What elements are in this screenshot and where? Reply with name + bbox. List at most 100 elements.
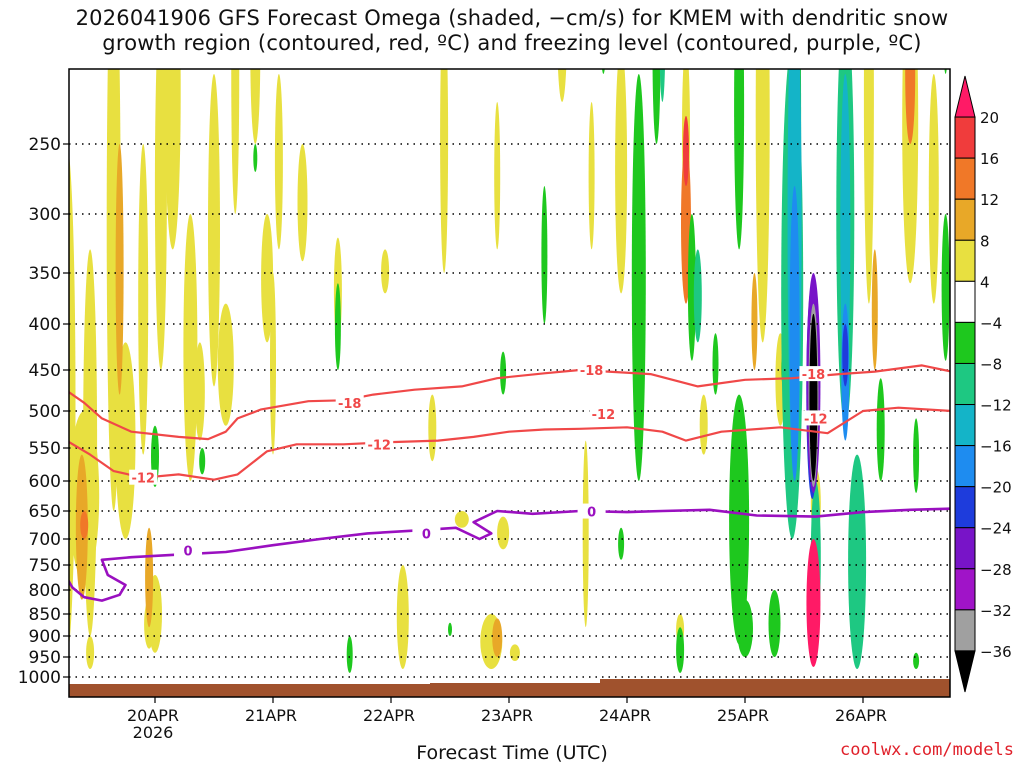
colorbar-label-7: −12 — [980, 397, 1012, 415]
green-shade-21 — [941, 214, 950, 361]
y-tick-label-700: 700 — [29, 530, 61, 550]
colorbar-bin-7 — [954, 362, 976, 406]
colorbar-label-12: −32 — [980, 602, 1012, 620]
contour-label-minus-18-b: -18 — [580, 364, 604, 379]
y-tick-label-500: 500 — [29, 402, 61, 422]
green-shade-8 — [631, 74, 646, 481]
y-tick-label-1000: 1000 — [18, 668, 61, 688]
credit-text: coolwx.com/models — [840, 740, 1014, 760]
yellow-shade-11 — [217, 303, 234, 426]
colorbar-bin-6 — [954, 321, 976, 364]
contour-label-freezing-c-bg — [577, 503, 606, 519]
yellow-shade-29 — [509, 644, 520, 661]
green-shade-3 — [346, 636, 353, 673]
colorbar-label-2: 12 — [980, 191, 999, 209]
y-tick-label-550: 550 — [29, 439, 61, 459]
yellow-shade-20 — [494, 102, 501, 250]
colorbar-bin-10 — [954, 486, 976, 529]
y-tick-label-950: 950 — [29, 648, 61, 668]
yellow-shade-32 — [615, 69, 628, 294]
y-tick-label-600: 600 — [29, 472, 61, 492]
colorbar-bin-13 — [954, 609, 976, 652]
x-axis-title: Forecast Time (UTC) — [416, 742, 608, 764]
yellow-shade-25 — [428, 394, 437, 462]
yellow-shade-9 — [194, 342, 205, 441]
chart-title-line-2: growth region (contoured, red, ºC) and f… — [102, 31, 922, 55]
y-tick-label-800: 800 — [29, 581, 61, 601]
orange-shade-0 — [80, 511, 89, 539]
orange-shade-3 — [905, 69, 916, 144]
colorbar-bin-0 — [954, 75, 976, 118]
yellow-shade-16 — [297, 144, 308, 262]
yellow-shade-13 — [250, 69, 261, 144]
yellow-shade-19 — [440, 69, 449, 273]
yellow-shade-23 — [270, 273, 276, 455]
yellow-shade-14 — [261, 214, 274, 343]
green-shade-1 — [199, 448, 206, 475]
green-shade-7 — [602, 69, 605, 74]
contour-label-minus-18-a-bg — [335, 394, 364, 410]
yellow-shade-30 — [557, 69, 567, 102]
green-shade-22 — [944, 69, 947, 74]
green-shade-6 — [541, 186, 548, 324]
yellow-shade-4 — [115, 342, 136, 539]
green-shade-15 — [737, 599, 753, 657]
colorbar-label-13: −36 — [980, 643, 1012, 661]
temperature-contours: -18 -18 -18 -12 -12 -12 -12 0 0 0 — [69, 362, 950, 602]
green-shade-14 — [729, 394, 750, 645]
x-tick-label-21APR: 21APR — [245, 706, 297, 725]
y-tick-label-900: 900 — [29, 627, 61, 647]
colorbar-bin-2 — [954, 157, 976, 200]
contour-label-minus-12-c-bg — [589, 405, 618, 421]
contour-label-minus-18-b-bg — [577, 362, 606, 377]
y-tick-label-250: 250 — [29, 135, 61, 155]
contour-minus-12 — [69, 406, 950, 481]
x-tick-label-24APR: 24APR — [599, 706, 651, 725]
chart-title-line-1: 2026041906 GFS Forecast Omega (shaded, −… — [75, 6, 949, 30]
colorbar-bin-5 — [954, 280, 976, 323]
y-tick-label-300: 300 — [29, 205, 61, 225]
gold-shade-1 — [115, 143, 124, 395]
ground-surface — [69, 679, 950, 697]
contour-label-minus-12-d-bg — [801, 410, 830, 426]
yellow-shade-38 — [902, 69, 919, 284]
yellow-shade-26 — [454, 511, 469, 528]
teal-shade-1 — [693, 249, 702, 343]
green-shade-2 — [334, 283, 341, 370]
black-core-shade — [809, 313, 818, 481]
y-tick-label-450: 450 — [29, 361, 61, 381]
lightblue-shade-0 — [789, 186, 800, 481]
colorbar-label-3: 8 — [980, 232, 990, 250]
yellow-shade-5 — [138, 143, 149, 455]
omega-shading — [69, 69, 950, 673]
gold-shade-2 — [145, 527, 154, 628]
y-tick-label-750: 750 — [29, 556, 61, 576]
x-tick-label-23APR: 23APR — [481, 706, 533, 725]
yellow-shade-37 — [863, 69, 874, 304]
yellow-shade-39 — [928, 74, 939, 304]
contour-label-freezing-a: 0 — [184, 544, 193, 559]
contour-label-minus-18-c-bg — [799, 366, 828, 382]
colorbar-label-5: −4 — [980, 314, 1002, 332]
y-tick-label-400: 400 — [29, 315, 61, 335]
green-shade-13 — [734, 69, 745, 250]
yellow-shade-41 — [588, 102, 595, 250]
pink-shade-0 — [806, 539, 821, 667]
contour-label-freezing-b: 0 — [422, 527, 431, 542]
contour-label-freezing-b-bg — [412, 525, 441, 541]
contour-minus-18 — [69, 364, 950, 441]
yellow-shade-40 — [86, 636, 95, 669]
colorbar-bin-1 — [954, 116, 976, 159]
green-shade-12 — [712, 333, 719, 395]
ground-fill — [69, 679, 950, 697]
gold-shade-5 — [871, 249, 878, 370]
yellow-shade-31 — [582, 440, 589, 628]
green-shade-10 — [676, 627, 685, 673]
contour-label-minus-12-c: -12 — [592, 408, 616, 423]
green-shade-19 — [876, 378, 885, 481]
x-tick-year-label: 2026 — [133, 723, 174, 742]
contour-label-minus-12-d: -12 — [804, 412, 828, 427]
green-shade-26 — [913, 652, 920, 670]
blue-shade-1 — [842, 324, 849, 387]
yellow-shade-10 — [208, 74, 220, 387]
